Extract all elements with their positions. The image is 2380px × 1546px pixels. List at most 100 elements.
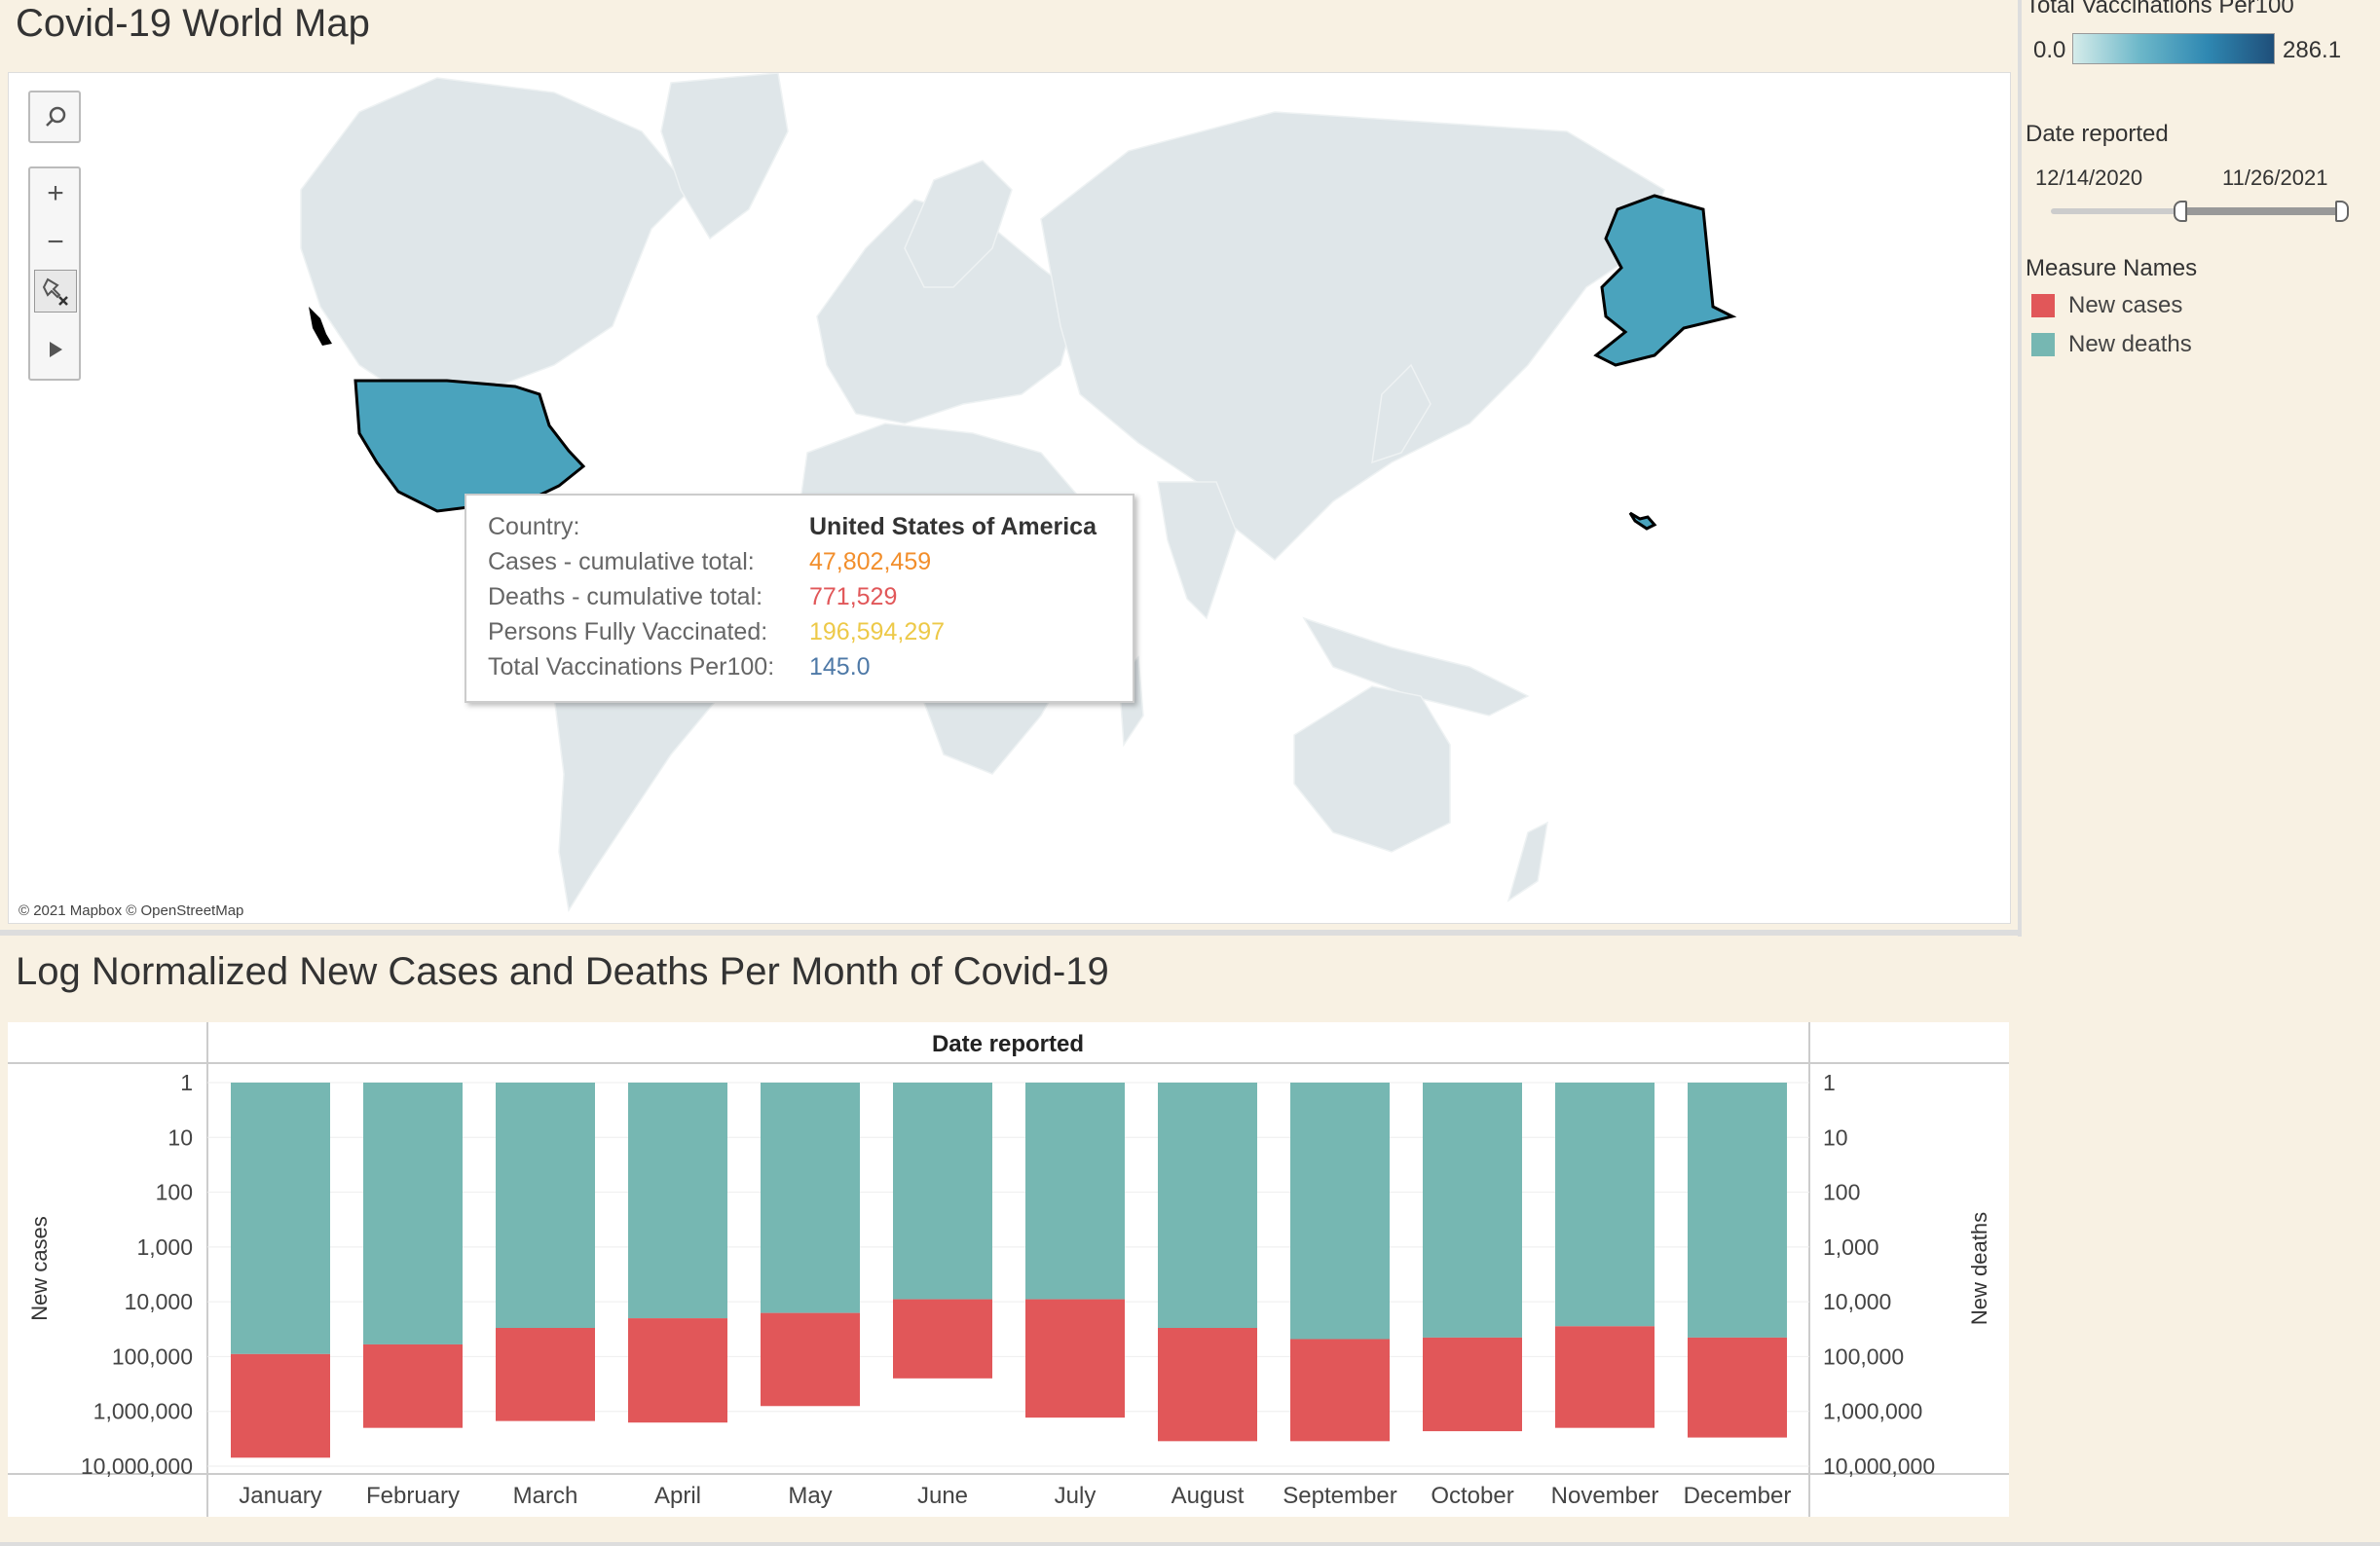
x-tick-label: March (513, 1483, 578, 1509)
bar-new-deaths[interactable] (1290, 1083, 1390, 1340)
y-axis-left-label: New cases (27, 1216, 52, 1321)
x-tick-label: September (1283, 1483, 1396, 1509)
new-deaths-swatch[interactable] (2031, 333, 2055, 356)
land-indonesia (1302, 616, 1530, 717)
bar-new-deaths[interactable] (1423, 1083, 1522, 1338)
bar-new-deaths[interactable] (231, 1083, 330, 1354)
tooltip-label: Deaths - cumulative total: (488, 583, 763, 610)
bar-new-deaths[interactable] (628, 1083, 727, 1319)
date-slider-end-handle[interactable] (2335, 201, 2349, 222)
tooltip-row: Deaths - cumulative total: 771,529 (488, 579, 1131, 614)
tooltip-value-deaths: 771,529 (809, 583, 898, 610)
vaccination-color-ramp[interactable] (2072, 33, 2275, 64)
x-tick-label: May (788, 1483, 832, 1509)
y-tick-left: 10,000,000 (81, 1454, 193, 1479)
vaccination-legend-title: Total Vaccinations Per100 (2026, 0, 2294, 18)
x-tick-label: February (366, 1483, 460, 1509)
bar-new-deaths[interactable] (1555, 1083, 1655, 1327)
bottom-tab-strip (0, 1542, 2380, 1546)
land-greenland (660, 73, 789, 240)
bar-new-cases[interactable] (363, 1344, 463, 1428)
y-tick-left: 10 (167, 1124, 193, 1150)
bar-new-cases[interactable] (1555, 1326, 1655, 1428)
zoom-in-button[interactable]: + (34, 172, 77, 215)
y-tick-right: 100 (1823, 1180, 1860, 1205)
chart-title: Log Normalized New Cases and Deaths Per … (16, 950, 1109, 993)
land-north-america (300, 77, 692, 405)
x-tick-label: August (1171, 1483, 1245, 1509)
new-deaths-legend-label[interactable]: New deaths (2068, 331, 2192, 357)
bar-new-cases[interactable] (1158, 1327, 1257, 1442)
search-icon[interactable] (34, 95, 77, 138)
bar-new-cases[interactable] (496, 1327, 595, 1421)
bar-new-cases[interactable] (628, 1318, 727, 1423)
country-tooltip: Country: United States of America Cases … (465, 494, 1134, 703)
tooltip-label: Persons Fully Vaccinated: (488, 618, 768, 645)
land-scandinavia (904, 160, 1013, 288)
y-tick-left: 1 (180, 1070, 193, 1095)
bar-new-deaths[interactable] (1158, 1083, 1257, 1328)
usa-west-coast-islands (309, 307, 332, 346)
y-tick-left: 1,000,000 (93, 1399, 193, 1424)
tooltip-label: Cases - cumulative total: (488, 548, 755, 575)
bar-new-deaths[interactable] (363, 1083, 463, 1344)
tooltip-row: Total Vaccinations Per100: 145.0 (488, 649, 1131, 684)
y-tick-left: 10,000 (125, 1289, 193, 1314)
bar-new-deaths[interactable] (496, 1083, 595, 1328)
bar-new-deaths[interactable] (1688, 1083, 1787, 1338)
tooltip-value-vaccinated: 196,594,297 (809, 618, 946, 645)
x-tick-label: October (1431, 1483, 1513, 1509)
expand-toolbar-button[interactable] (34, 328, 77, 371)
vaccination-legend-min: 0.0 (2033, 37, 2066, 63)
x-tick-label: April (654, 1483, 701, 1509)
y-tick-right: 10,000,000 (1823, 1454, 1935, 1479)
x-tick-label: December (1684, 1483, 1792, 1509)
tooltip-label: Total Vaccinations Per100: (488, 653, 775, 681)
y-tick-left: 1,000 (136, 1234, 193, 1260)
bar-new-deaths[interactable] (761, 1083, 860, 1313)
bar-new-cases[interactable] (1423, 1337, 1522, 1432)
land-asia (1040, 111, 1665, 562)
zoom-out-button[interactable]: − (34, 221, 77, 264)
bar-chart-panel: Date reported New cases New deaths 1 1 10 1… (8, 1022, 2009, 1517)
x-tick-label: November (1551, 1483, 1659, 1509)
land-japan (1371, 363, 1432, 464)
y-tick-right: 10 (1823, 1124, 1848, 1150)
y-tick-right: 1,000 (1823, 1234, 1879, 1260)
date-slider-range[interactable] (2181, 207, 2343, 215)
minus-icon: − (47, 226, 64, 258)
usa-hawaii (1628, 511, 1657, 531)
tooltip-row: Persons Fully Vaccinated: 196,594,297 (488, 614, 1131, 649)
bar-new-cases[interactable] (1025, 1299, 1125, 1418)
bar-new-deaths[interactable] (1025, 1083, 1125, 1300)
bar-chart[interactable]: Date reported New cases New deaths 1 1 10 1… (8, 1022, 2009, 1517)
date-filter-start[interactable]: 12/14/2020 (2035, 166, 2143, 190)
tooltip-row: Cases - cumulative total: 47,802,459 (488, 544, 1131, 579)
date-filter-title: Date reported (2026, 121, 2169, 147)
x-tick-label: June (917, 1483, 968, 1509)
world-map[interactable]: + − © 2021 Mapbox © OpenStreetMap Countr… (8, 72, 2011, 924)
map-bottom-border (0, 930, 2022, 936)
date-filter-end[interactable]: 11/26/2021 (2222, 166, 2328, 190)
bar-new-cases[interactable] (231, 1353, 330, 1458)
x-tick-label: January (239, 1483, 321, 1509)
map-attribution[interactable]: © 2021 Mapbox © OpenStreetMap (19, 902, 244, 919)
y-tick-left: 100,000 (112, 1344, 193, 1369)
bar-new-cases[interactable] (1688, 1337, 1787, 1438)
bar-new-deaths[interactable] (893, 1083, 992, 1300)
unpin-map-button[interactable] (34, 270, 77, 313)
map-zoom-toolbar: + − (28, 166, 81, 381)
bar-new-cases[interactable] (1290, 1339, 1390, 1442)
date-slider-start-handle[interactable] (2174, 201, 2187, 222)
bar-new-cases[interactable] (893, 1299, 992, 1379)
map-title: Covid-19 World Map (16, 2, 370, 45)
tooltip-row: Country: United States of America (488, 509, 1131, 544)
chart-header: Date reported (932, 1031, 1084, 1057)
map-search-tool[interactable] (28, 91, 81, 143)
bar-new-cases[interactable] (761, 1312, 860, 1407)
x-tick-label: July (1055, 1483, 1097, 1509)
pin-icon (42, 277, 68, 306)
y-axis-right-label: New deaths (1967, 1212, 1991, 1325)
new-cases-swatch[interactable] (2031, 294, 2055, 317)
new-cases-legend-label[interactable]: New cases (2068, 292, 2183, 318)
